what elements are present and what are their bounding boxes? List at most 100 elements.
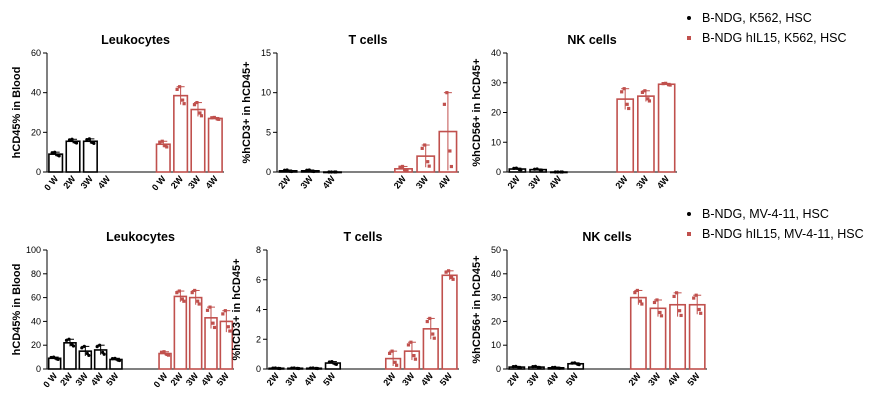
legend-label: B-NDG, K562, HSC xyxy=(702,11,812,25)
sample-marker xyxy=(205,308,210,312)
sample-marker xyxy=(449,275,454,280)
sample-marker xyxy=(427,164,431,168)
sample-marker xyxy=(197,302,201,306)
sample-marker xyxy=(80,346,84,350)
sample-marker xyxy=(531,364,535,369)
legend-top: B-NDG, K562, HSC B-NDG hIL15, K562, HSC xyxy=(676,8,847,48)
sample-marker xyxy=(53,150,57,154)
sample-marker xyxy=(217,117,221,121)
sample-marker xyxy=(553,170,557,174)
x-tick-label: 2W xyxy=(506,173,523,190)
sample-marker xyxy=(679,313,683,318)
y-tick-label: 30 xyxy=(491,78,501,88)
y-tick-label: 100 xyxy=(26,245,41,255)
sample-marker xyxy=(655,298,659,302)
sample-marker xyxy=(166,353,171,357)
chart-title: T cells xyxy=(344,230,383,244)
x-tick-label: 3W xyxy=(646,370,663,387)
sample-marker xyxy=(308,366,313,370)
bar xyxy=(657,83,676,173)
sample-marker xyxy=(428,316,432,321)
x-tick-label: 2W xyxy=(627,370,644,387)
sample-marker xyxy=(285,168,289,172)
x-tick-label: 2W xyxy=(265,370,282,387)
y-axis-label: hCD45% in Blood xyxy=(11,67,23,159)
y-tick-label: 60 xyxy=(31,293,41,303)
sample-marker xyxy=(193,288,197,293)
sample-marker xyxy=(652,300,657,305)
x-tick-label: 3W xyxy=(184,370,201,387)
legend-bottom: B-NDG, MV-4-11, HSC B-NDG hIL15, MV-4-11… xyxy=(676,204,864,244)
sample-marker xyxy=(557,366,562,370)
x-tick-label: 5W xyxy=(438,370,455,387)
sample-marker xyxy=(208,305,212,309)
sample-marker xyxy=(87,137,91,141)
y-axis-label: %hCD3+ in hCD45+ xyxy=(231,258,243,360)
sample-marker xyxy=(67,138,72,142)
sample-marker xyxy=(327,360,331,364)
bar xyxy=(190,108,206,173)
sample-marker xyxy=(49,355,53,360)
x-tick-label: 3W xyxy=(634,173,651,190)
x-tick-label: 2W xyxy=(392,173,409,190)
y-tick-label: 0 xyxy=(256,364,261,374)
sample-marker xyxy=(451,277,455,281)
sample-marker xyxy=(271,366,275,370)
x-tick-label: 5W xyxy=(685,370,702,387)
sample-marker xyxy=(221,312,225,316)
y-tick-label: 4 xyxy=(256,305,261,315)
sample-marker xyxy=(556,170,560,174)
sample-marker xyxy=(640,90,645,94)
sample-marker xyxy=(87,353,91,358)
sample-marker xyxy=(175,87,179,91)
sample-marker xyxy=(388,351,392,355)
sample-marker xyxy=(52,355,56,359)
sample-marker xyxy=(413,357,418,361)
sample-marker xyxy=(192,103,197,107)
sample-marker xyxy=(113,356,117,360)
legend-label: B-NDG, MV-4-11, HSC xyxy=(702,207,829,221)
legend-item: B-NDG hIL15, MV-4-11, HSC xyxy=(676,224,864,244)
chart-title: Leukocytes xyxy=(106,230,175,244)
sample-marker xyxy=(573,361,577,365)
sample-marker xyxy=(640,302,644,306)
sample-marker xyxy=(627,106,631,111)
sample-marker xyxy=(177,289,181,293)
sample-marker xyxy=(512,166,516,171)
sample-marker xyxy=(56,357,60,361)
legend-label: B-NDG hIL15, MV-4-11, HSC xyxy=(702,227,864,241)
sample-marker xyxy=(74,141,79,145)
legend-circle-marker xyxy=(676,212,702,216)
sample-marker xyxy=(85,137,89,142)
y-tick-label: 5 xyxy=(266,127,271,137)
x-tick-label: 4W xyxy=(321,173,338,190)
legend-item: B-NDG, MV-4-11, HSC xyxy=(676,204,864,224)
sample-marker xyxy=(71,344,76,348)
x-tick-label: 2W xyxy=(61,173,78,190)
x-tick-label: 4W xyxy=(547,173,564,190)
sample-marker xyxy=(532,167,537,171)
sample-marker xyxy=(519,168,523,172)
sample-marker xyxy=(664,81,668,85)
sample-marker xyxy=(393,360,397,364)
y-tick-label: 30 xyxy=(491,293,501,303)
y-tick-label: 40 xyxy=(31,88,41,98)
legend-square-marker xyxy=(676,36,702,40)
bar xyxy=(637,95,655,173)
sample-marker xyxy=(674,291,679,295)
sample-marker xyxy=(211,321,215,325)
sample-marker xyxy=(635,288,639,293)
sample-marker xyxy=(334,362,338,366)
sample-marker xyxy=(633,291,637,295)
x-tick-label: 0 W xyxy=(42,173,60,192)
sample-marker xyxy=(560,170,564,174)
sample-marker xyxy=(646,97,650,101)
sample-marker xyxy=(442,102,447,106)
y-axis-label: %hCD3+ in hCD45+ xyxy=(241,61,253,163)
y-tick-label: 10 xyxy=(491,340,501,350)
y-tick-label: 6 xyxy=(256,275,261,285)
sample-marker xyxy=(158,140,162,144)
sample-marker xyxy=(175,291,179,295)
sample-marker xyxy=(312,169,316,174)
